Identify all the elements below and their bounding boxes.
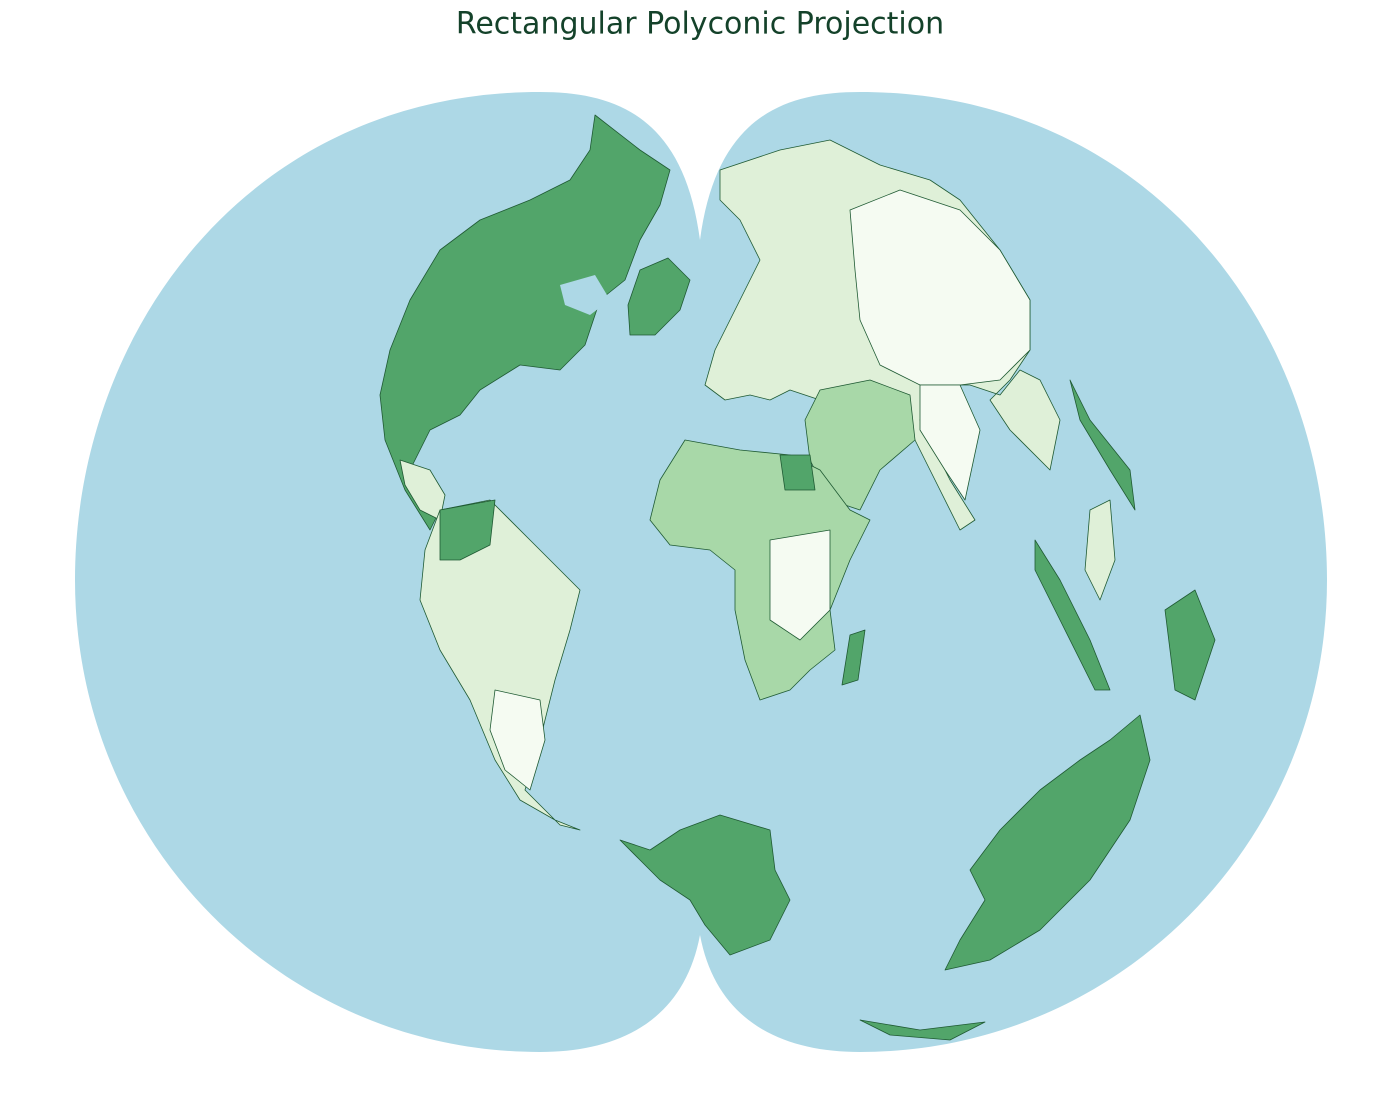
india bbox=[919, 384, 981, 501]
east-africa bbox=[769, 529, 831, 641]
hudson-bay bbox=[560, 275, 610, 315]
land bbox=[379, 114, 1216, 1041]
antarctica bbox=[619, 814, 791, 956]
africa bbox=[649, 439, 871, 701]
middle-east bbox=[804, 379, 916, 511]
madagascar bbox=[841, 629, 866, 686]
philippines bbox=[1084, 499, 1116, 601]
australia bbox=[944, 714, 1151, 971]
greenland bbox=[627, 257, 691, 336]
south-america bbox=[419, 499, 581, 831]
indonesia bbox=[1034, 539, 1111, 691]
japan bbox=[1069, 379, 1136, 511]
china-russia-east bbox=[849, 189, 1031, 386]
map-title: Rectangular Polyconic Projection bbox=[456, 7, 944, 42]
argentina bbox=[489, 689, 546, 791]
colombia bbox=[439, 499, 496, 561]
egypt bbox=[779, 454, 816, 491]
new-guinea bbox=[1164, 589, 1216, 701]
new-zealand-like bbox=[859, 1019, 986, 1041]
